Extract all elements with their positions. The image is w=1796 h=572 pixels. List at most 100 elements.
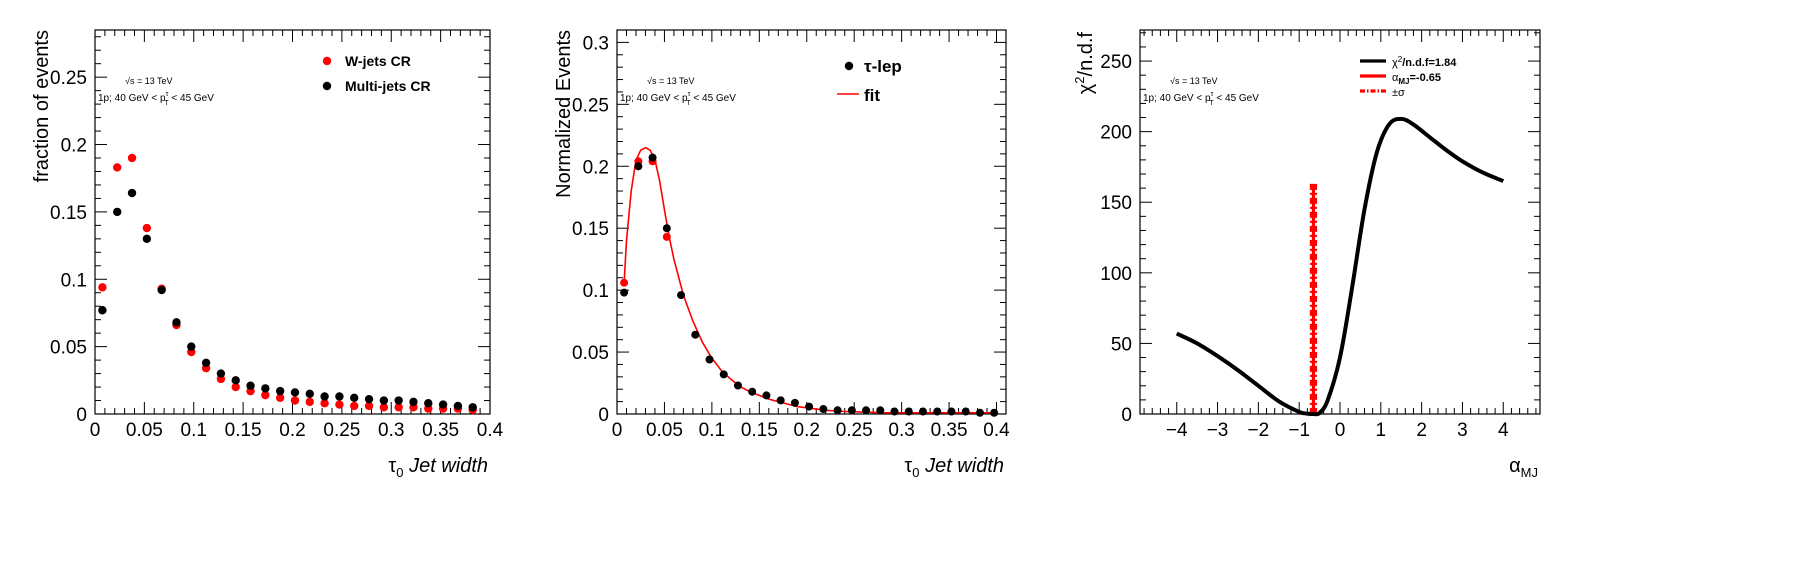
x-tick-label: −3	[1207, 420, 1229, 441]
point-wjets	[142, 223, 152, 233]
legend-entry: τ-lep	[864, 57, 902, 76]
point-multijets	[364, 394, 374, 404]
point-multijets	[275, 386, 285, 396]
point-fit	[662, 232, 671, 241]
y-tick-label: 0.15	[50, 203, 87, 224]
point-multijets	[157, 285, 166, 295]
point-multijets	[231, 376, 240, 385]
panel-w-multijets: 0 0.05 0.1 0.15 0.2 0.25 0.3 0.35 0.4 0 0.05 0.1 0.1…	[31, 29, 504, 480]
y-tick-label: 100	[1100, 264, 1132, 285]
point-tau-lep	[933, 407, 942, 416]
y-tick-label: 150	[1100, 193, 1132, 214]
point-tau-lep	[975, 408, 984, 417]
point-multijets	[187, 342, 196, 351]
y-tick-label: 200	[1100, 123, 1132, 144]
point-tau-lep	[748, 387, 757, 396]
point-tau-lep	[918, 407, 927, 416]
legend-entry: fit	[864, 86, 880, 105]
legend-marker	[322, 81, 332, 91]
point-tau-lep	[947, 407, 956, 416]
energy-annotation: √s = 13 TeV	[125, 76, 173, 86]
point-tau-lep	[776, 396, 785, 405]
x-tick-label: 1	[1376, 420, 1387, 441]
point-multijets	[98, 306, 107, 315]
point-multijets	[438, 400, 448, 409]
point-tau-lep	[961, 407, 970, 416]
legend-marker	[844, 61, 854, 71]
point-tau-lep	[762, 391, 771, 400]
point-wjets	[320, 399, 329, 408]
x-tick-label: 0.25	[836, 420, 873, 441]
x-tick-label: 0.4	[477, 420, 504, 441]
point-multijets	[335, 392, 344, 401]
point-multijets	[379, 396, 389, 405]
fit-curve	[623, 146, 995, 414]
point-wjets	[364, 401, 374, 411]
selection-annotation: 1p; 40 GeV < pτ T < 45 GeV	[620, 91, 736, 107]
point-fit	[620, 278, 629, 287]
point-tau-lep	[904, 407, 913, 416]
y-axis-label: χ2/n.d.f	[1072, 32, 1097, 95]
point-tau-lep	[705, 355, 714, 364]
point-tau-lep	[790, 398, 799, 407]
point-multijets	[142, 234, 152, 244]
x-tick-label: 0.05	[646, 420, 683, 441]
point-tau-lep	[819, 405, 828, 414]
x-tick-label: 0	[90, 420, 101, 441]
point-multijets	[320, 392, 329, 401]
x-tick-label: 4	[1498, 420, 1509, 441]
x-tick-label: 0	[1335, 420, 1346, 441]
energy-annotation: √s = 13 TeV	[1170, 76, 1218, 86]
y-tick-label: 0.05	[50, 338, 87, 359]
x-tick-label: 0.2	[794, 420, 820, 441]
point-multijets	[468, 403, 477, 412]
point-wjets	[98, 283, 107, 292]
point-tau-lep	[862, 406, 871, 415]
point-multijets	[290, 388, 300, 397]
selection-annotation: 1p; 40 GeV < pτ T < 45 GeV	[1143, 91, 1259, 107]
point-wjets	[231, 382, 240, 392]
point-wjets	[335, 400, 344, 409]
point-multijets	[424, 399, 433, 408]
x-tick-label: −2	[1248, 420, 1270, 441]
x-tick-label: −4	[1166, 420, 1188, 441]
y-tick-label: 0	[1121, 405, 1132, 426]
point-tau-lep	[634, 162, 643, 171]
x-tick-label: 0	[612, 420, 623, 441]
point-tau-lep	[648, 153, 657, 162]
y-tick-label: 0	[76, 405, 87, 426]
point-multijets	[246, 381, 255, 390]
y-tick-label: 250	[1100, 52, 1132, 73]
y-tick-label: 50	[1111, 334, 1132, 355]
x-tick-label: 0.4	[983, 420, 1010, 441]
legend-entry: Multi-jets CR	[345, 78, 431, 94]
point-tau-lep	[691, 330, 700, 339]
energy-annotation: √s = 13 TeV	[647, 76, 695, 86]
x-axis-label: αMJ	[1509, 455, 1538, 480]
panel-chi2-scan: −4 −3 −2 −1 0 1 2 3 4 0 50 100 150 200 250 √s = 13 TeV 1…	[1072, 29, 1541, 480]
point-multijets	[261, 384, 270, 393]
point-wjets	[290, 396, 300, 405]
x-tick-label: 0.1	[699, 420, 725, 441]
plot-frame	[94, 29, 491, 415]
y-tick-label: 0	[598, 405, 609, 426]
point-multijets	[394, 396, 403, 405]
point-wjets	[379, 403, 389, 412]
x-tick-label: 0.35	[422, 420, 459, 441]
point-multijets	[201, 358, 211, 367]
point-tau-lep	[990, 408, 999, 417]
x-tick-label: 0.05	[126, 420, 163, 441]
point-wjets	[261, 390, 270, 400]
y-tick-label: 0.15	[572, 219, 609, 240]
point-wjets	[350, 401, 359, 411]
point-tau-lep	[890, 407, 899, 416]
x-tick-label: 0.3	[378, 420, 404, 441]
y-tick-label: 0.25	[50, 68, 87, 89]
selection-annotation: 1p; 40 GeV < pτ T < 45 GeV	[98, 91, 214, 107]
x-tick-label: 0.1	[181, 420, 207, 441]
point-multijets	[350, 393, 359, 403]
y-axis-label: fraction of events	[31, 30, 53, 182]
y-tick-label: 0.2	[61, 136, 87, 157]
point-wjets	[394, 403, 403, 412]
point-multijets	[409, 397, 418, 407]
